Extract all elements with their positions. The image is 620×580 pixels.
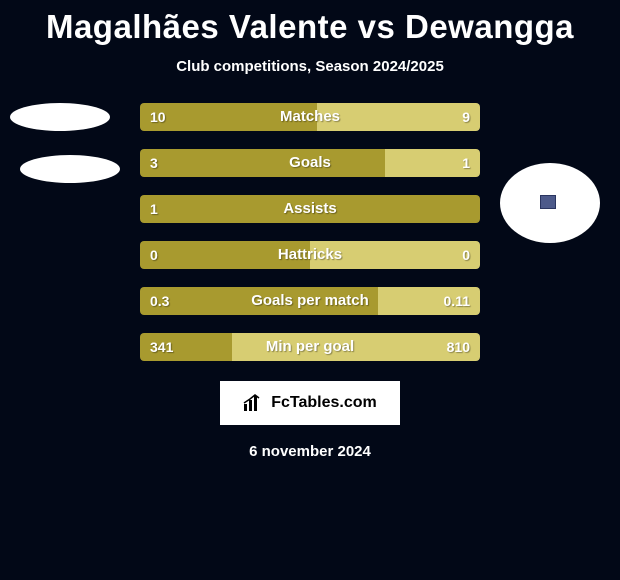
stat-label: Goals per match bbox=[140, 287, 480, 315]
stat-row: 1Assists bbox=[140, 195, 480, 223]
player1-avatar-top bbox=[10, 103, 110, 131]
bars-container: 109Matches 31Goals 1Assists 00Hattricks 0.30… bbox=[140, 103, 480, 379]
page-subtitle: Club competitions, Season 2024/2025 bbox=[0, 58, 620, 75]
chart-date: 6 november 2024 bbox=[0, 443, 620, 460]
stat-label: Assists bbox=[140, 195, 480, 223]
stat-row: 109Matches bbox=[140, 103, 480, 131]
brand-text: FcTables.com bbox=[271, 394, 377, 412]
bars-chart-icon bbox=[243, 394, 265, 412]
stat-label: Matches bbox=[140, 103, 480, 131]
stat-row: 341810Min per goal bbox=[140, 333, 480, 361]
stat-row: 31Goals bbox=[140, 149, 480, 177]
stat-label: Min per goal bbox=[140, 333, 480, 361]
stat-label: Hattricks bbox=[140, 241, 480, 269]
brand-badge: FcTables.com bbox=[220, 381, 400, 425]
stat-row: 0.30.11Goals per match bbox=[140, 287, 480, 315]
player1-avatar-bottom bbox=[20, 155, 120, 183]
comparison-chart: 109Matches 31Goals 1Assists 00Hattricks 0.30… bbox=[0, 103, 620, 373]
stat-row: 00Hattricks bbox=[140, 241, 480, 269]
player2-avatar bbox=[500, 163, 600, 243]
stat-label: Goals bbox=[140, 149, 480, 177]
player2-badge-icon bbox=[540, 195, 556, 209]
page-title: Magalhães Valente vs Dewangga bbox=[0, 0, 620, 46]
